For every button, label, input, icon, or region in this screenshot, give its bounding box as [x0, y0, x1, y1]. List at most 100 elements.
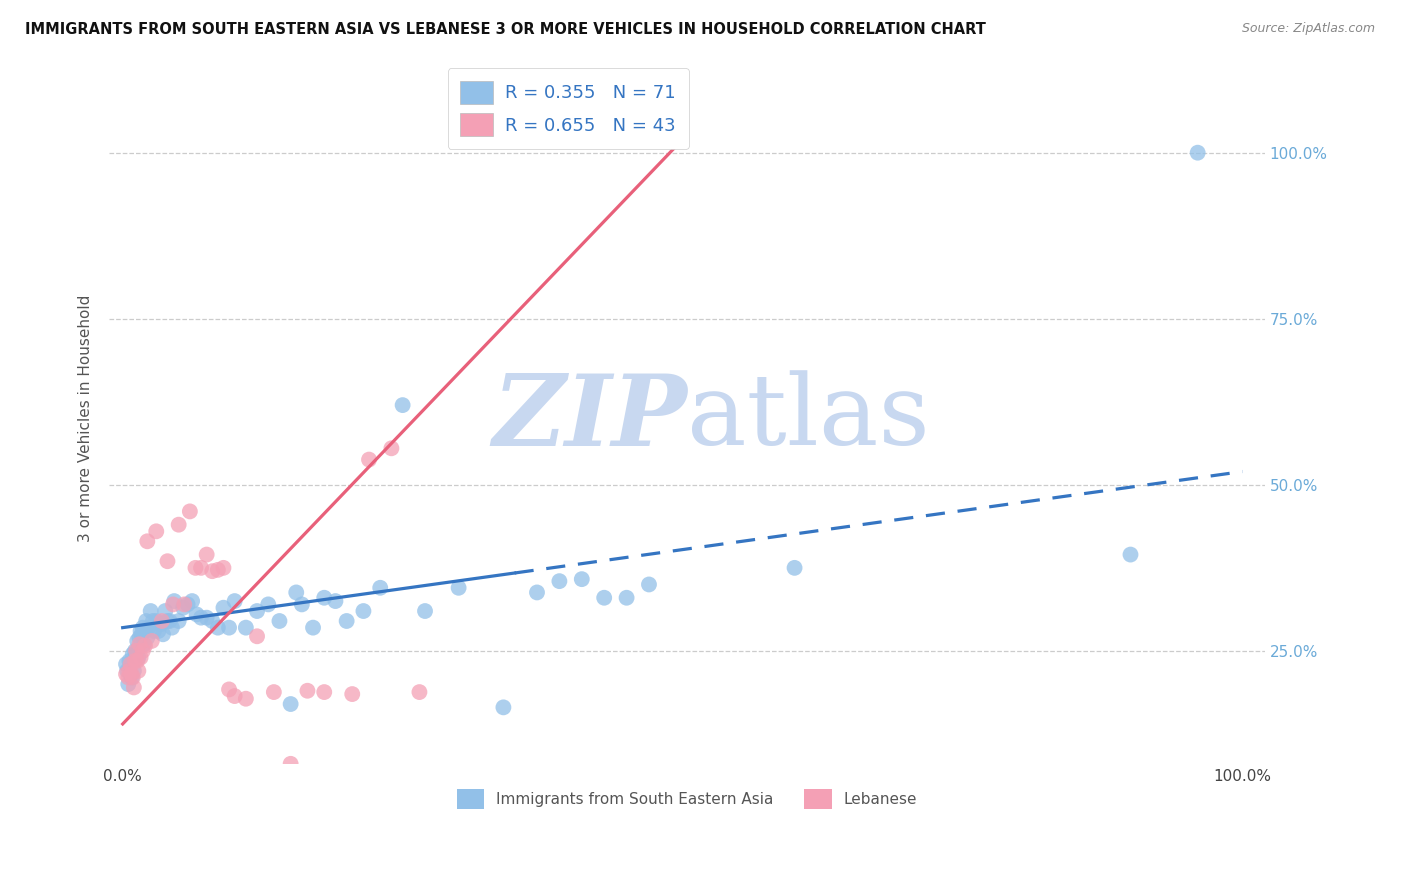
- Point: [124, 654, 146, 668]
- Point: [186, 607, 208, 622]
- Point: [325, 594, 347, 608]
- Point: [163, 594, 186, 608]
- Point: [121, 667, 143, 681]
- Point: [357, 452, 380, 467]
- Point: [224, 594, 246, 608]
- Point: [132, 644, 155, 658]
- Point: [162, 598, 184, 612]
- Point: [136, 534, 159, 549]
- Point: [134, 624, 156, 638]
- Y-axis label: 3 or more Vehicles in Household: 3 or more Vehicles in Household: [79, 294, 93, 542]
- Point: [1119, 548, 1142, 562]
- Point: [127, 664, 149, 678]
- Point: [121, 670, 143, 684]
- Point: [127, 654, 149, 668]
- Point: [207, 563, 229, 577]
- Point: [118, 654, 141, 668]
- Point: [121, 670, 143, 684]
- Point: [526, 585, 548, 599]
- Point: [195, 548, 218, 562]
- Point: [368, 581, 391, 595]
- Point: [314, 685, 336, 699]
- Point: [115, 664, 138, 678]
- Point: [150, 614, 173, 628]
- Point: [616, 591, 638, 605]
- Point: [280, 756, 302, 771]
- Point: [235, 621, 257, 635]
- Point: [143, 624, 166, 638]
- Point: [167, 614, 190, 628]
- Point: [246, 604, 269, 618]
- Legend: Immigrants from South Eastern Asia, Lebanese: Immigrants from South Eastern Asia, Leba…: [450, 783, 924, 815]
- Text: IMMIGRANTS FROM SOUTH EASTERN ASIA VS LEBANESE 3 OR MORE VEHICLES IN HOUSEHOLD C: IMMIGRANTS FROM SOUTH EASTERN ASIA VS LE…: [25, 22, 986, 37]
- Point: [160, 621, 183, 635]
- Point: [1187, 145, 1209, 160]
- Point: [138, 621, 160, 635]
- Point: [117, 677, 139, 691]
- Point: [184, 561, 207, 575]
- Point: [413, 604, 436, 618]
- Point: [127, 634, 149, 648]
- Point: [314, 591, 336, 605]
- Point: [285, 585, 308, 599]
- Point: [139, 604, 162, 618]
- Point: [124, 644, 146, 658]
- Text: ZIP: ZIP: [492, 370, 688, 467]
- Point: [167, 517, 190, 532]
- Point: [122, 664, 145, 678]
- Point: [302, 621, 325, 635]
- Point: [661, 132, 683, 146]
- Point: [224, 689, 246, 703]
- Point: [342, 687, 364, 701]
- Point: [152, 627, 174, 641]
- Text: atlas: atlas: [688, 370, 929, 467]
- Point: [176, 598, 198, 612]
- Point: [212, 561, 235, 575]
- Point: [127, 650, 149, 665]
- Point: [120, 657, 142, 672]
- Point: [132, 637, 155, 651]
- Point: [212, 600, 235, 615]
- Point: [141, 634, 163, 648]
- Point: [145, 524, 167, 539]
- Point: [129, 650, 152, 665]
- Point: [132, 621, 155, 635]
- Point: [190, 610, 212, 624]
- Text: Source: ZipAtlas.com: Source: ZipAtlas.com: [1241, 22, 1375, 36]
- Point: [118, 664, 141, 678]
- Point: [783, 561, 806, 575]
- Point: [115, 657, 138, 672]
- Point: [195, 610, 218, 624]
- Point: [117, 670, 139, 684]
- Point: [336, 614, 359, 628]
- Point: [121, 647, 143, 661]
- Point: [131, 627, 153, 641]
- Point: [125, 647, 148, 661]
- Point: [159, 614, 181, 628]
- Point: [125, 644, 148, 658]
- Point: [280, 697, 302, 711]
- Point: [207, 621, 229, 635]
- Point: [408, 685, 430, 699]
- Point: [115, 667, 138, 681]
- Point: [120, 667, 142, 681]
- Point: [218, 621, 240, 635]
- Point: [181, 594, 204, 608]
- Point: [638, 577, 661, 591]
- Point: [447, 581, 470, 595]
- Point: [136, 631, 159, 645]
- Point: [593, 591, 616, 605]
- Point: [257, 598, 280, 612]
- Point: [235, 691, 257, 706]
- Point: [173, 598, 195, 612]
- Point: [145, 614, 167, 628]
- Point: [122, 681, 145, 695]
- Point: [179, 504, 201, 518]
- Point: [492, 700, 515, 714]
- Point: [172, 600, 194, 615]
- Point: [148, 624, 170, 638]
- Point: [269, 614, 291, 628]
- Point: [297, 683, 319, 698]
- Point: [134, 639, 156, 653]
- Point: [352, 604, 374, 618]
